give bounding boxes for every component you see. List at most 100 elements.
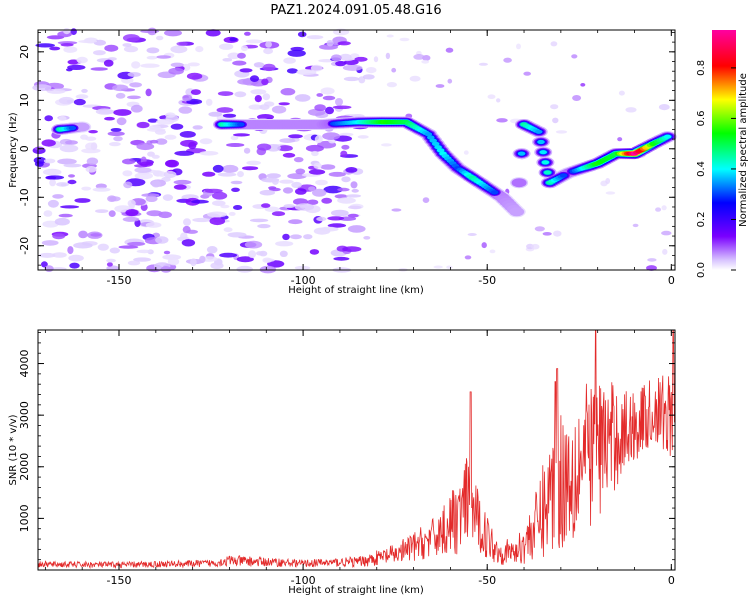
spectrogram-noise-blob [221,164,239,173]
spectrogram-noise-blob [320,87,335,95]
spectrogram-noise-blob [168,67,184,75]
spectrogram-noise-blob [249,218,269,223]
spectrogram-noise-blob [237,78,254,85]
spectrogram-noise-blob [279,179,294,184]
spectrogram-noise-blob [287,173,307,180]
spectrogram-noise-blob [343,76,360,82]
spectrogram-noise-blob [325,106,334,115]
spectrogram-noise-blob [217,172,237,177]
spectrogram-noise-blob [130,104,143,113]
spectrogram-noise-blob [52,233,66,240]
spectrogram-noise-blob [553,230,562,237]
spectrogram-noise-blob [337,41,351,46]
spectrogram-ridge-cell [431,141,440,146]
spectrogram-noise-blob [104,116,115,121]
spectrogram-noise-blob [122,158,136,165]
spectrogram-noise-blob [68,254,84,262]
spectrogram-noise-blob [155,236,169,244]
spectrogram-noise-blob [295,188,307,195]
spectrogram-noise-blob [43,158,56,164]
spectrogram-noise-blob [106,262,113,267]
spectrogram-noise-blob [173,179,192,185]
spectrogram-y-tick-label: 10 [18,93,31,107]
spectrogram-y-tick-label: -10 [18,188,31,206]
spectrogram-noise-blob [32,84,52,92]
spectrogram-noise-blob [165,159,180,168]
spectrogram-noise-blob [118,245,139,249]
spectrogram-noise-blob [75,94,89,99]
spectrogram-ridge-cell [559,173,568,178]
spectrogram-noise-blob [73,98,86,106]
spectrogram-y-tick-label: -20 [18,237,31,255]
spectrogram-noise-blob [145,88,152,97]
spectrogram-noise-blob [259,104,270,110]
spectrogram-noise-blob [78,39,98,44]
spectrogram-noise-blob [217,91,234,96]
spectrogram-ridge-cell [539,150,547,155]
spectrogram-noise-blob [308,169,326,175]
colorbar-tick-label: 0.0 [696,262,707,278]
spectrogram-noise-blob [231,187,240,192]
spectrogram-noise-blob [140,63,160,68]
spectrogram-noise-blob [279,138,296,144]
spectrogram-noise-blob [337,197,356,204]
spectrogram-noise-blob [222,113,237,118]
spectrogram-noise-blob [322,95,336,101]
spectrogram-noise-blob [192,125,203,130]
spectrogram-noise-blob [233,205,243,210]
spectrogram-noise-blob [647,258,657,262]
spectrogram-noise-blob [44,265,54,272]
spectrogram-noise-blob [90,142,98,151]
spectrogram-noise-blob [68,174,75,178]
spectrogram-noise-blob [605,191,616,195]
spectrogram-noise-blob [248,250,257,259]
spectrogram-noise-blob [202,171,216,177]
spectrogram-noise-blob [297,31,307,38]
spectrogram-noise-blob [242,166,259,171]
spectrogram-noise-blob [322,132,340,141]
spectrogram-noise-blob [236,265,253,273]
snr-y-ticks: 1000 2000 3000 4000 [18,332,675,571]
spectrogram-noise-blob [146,55,158,60]
spectrogram-noise-blob [199,255,206,264]
spectrogram-noise-blob [348,205,362,210]
spectrogram-noise-blob [149,139,159,144]
spectrogram-noise-blob [154,129,166,135]
spectrogram-noise-blob [113,109,132,116]
spectrogram-noise-blob [422,197,430,204]
spectrogram-noise-blob [250,89,267,95]
spectrogram-noise-blob [542,232,552,236]
spectrogram-noise-blob [278,102,290,106]
spectrogram-noise-blob [447,78,453,84]
spectrogram-noise-blob [212,191,228,200]
spectrogram-noise-blob [227,232,247,238]
spectrogram-noise-blob [163,250,171,255]
spectrogram-noise-blob [186,72,203,80]
spectrogram-noise-blob [67,64,86,70]
spectrogram-noise-blob [661,205,667,211]
spectrogram-noise-blob [122,216,140,222]
spectrogram-noise-blob [151,180,161,188]
spectrogram-x-tick-label: -150 [107,274,132,287]
spectrogram-noise-blob [280,88,296,96]
spectrogram-noise-blob [42,220,59,228]
spectrogram-noise-blob [108,210,116,218]
spectrogram-noise-blob [658,104,670,111]
spectrogram-noise-blob [183,218,191,226]
spectrogram-x-tick-label: 0 [668,274,675,287]
spectrogram-noise-blob [250,75,259,82]
snr-y-tick-label: 2000 [18,453,31,481]
spectrogram-noise-blob [43,210,53,217]
spectrogram-noise-blob [95,183,107,189]
spectrogram-noise-blob [413,54,425,60]
spectrogram-noise-blob [261,78,269,86]
spectrogram-y-tick-label: 20 [18,45,31,59]
spectrogram-x-ticks: -150 -100 -50 0 [44,30,675,287]
spectrogram-noise-blob [180,139,198,147]
spectrogram-noise-blob [127,241,146,246]
spectrogram-noise-blob [342,64,363,71]
spectrogram-noise-blob [73,242,93,249]
colorbar-tick-label: 0.8 [696,60,707,76]
spectrogram-noise-blob [125,209,139,217]
